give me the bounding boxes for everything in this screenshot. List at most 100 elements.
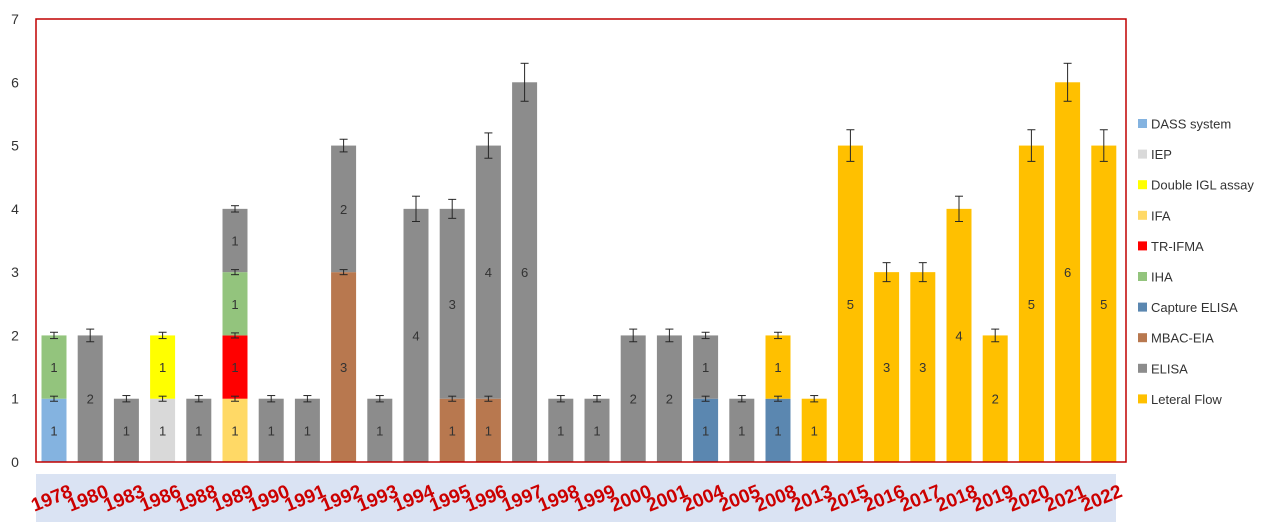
legend-label: TR-IFMA [1151, 239, 1204, 254]
bar-segment-1995-mbac-eia [439, 398, 465, 462]
error-bar-2005 [737, 395, 746, 403]
data-label-1995-mbac-eia: 1 [449, 423, 456, 438]
bar-segment-1996-elisa [475, 145, 501, 399]
bar-segment-2008-capture-elisa [765, 398, 791, 462]
bar-segment-2000-elisa [620, 335, 646, 462]
data-label-1997-elisa: 6 [521, 265, 528, 280]
data-label-1991-elisa: 1 [304, 423, 311, 438]
segment-error-bar-2008 [774, 395, 782, 402]
legend-item-tr-ifma: TR-IFMA [1138, 239, 1204, 254]
y-tick-label: 4 [11, 201, 19, 217]
segment-error-bar-1986 [158, 395, 167, 402]
bar-segment-1989-tr-ifma [222, 335, 248, 399]
error-bar-1992 [339, 138, 348, 153]
bar-segment-2019-leteral-flow [982, 335, 1008, 462]
legend-label: IFA [1151, 208, 1171, 223]
y-tick-label: 0 [11, 454, 19, 470]
segment-error-bar-1989 [231, 269, 239, 276]
error-bar-1989 [231, 205, 239, 213]
error-bar-1990 [267, 395, 276, 403]
bar-segment-2022-leteral-flow [1091, 145, 1117, 463]
error-bar-2020 [1027, 129, 1036, 162]
error-bar-1988 [194, 395, 203, 403]
legend-swatch [1138, 333, 1147, 343]
category-axis-band [36, 474, 1116, 522]
error-bar-2004 [701, 331, 710, 340]
data-label-1983-elisa: 1 [123, 423, 130, 438]
data-label-2008-capture-elisa: 1 [774, 423, 781, 438]
bar-segment-1980-elisa [77, 335, 103, 462]
legend-item-mbac-eia: MBAC-EIA [1138, 331, 1214, 346]
bar-segment-1983-elisa [113, 398, 139, 462]
data-label-1994-elisa: 4 [412, 328, 419, 343]
data-label-2013-leteral-flow: 1 [811, 423, 818, 438]
data-label-1980-elisa: 2 [87, 392, 94, 407]
legend-label: IHA [1151, 270, 1173, 285]
bar-segment-1978-dass-system [41, 398, 67, 462]
data-label-1998-elisa: 1 [557, 423, 564, 438]
legend-label: Double IGL assay [1151, 178, 1254, 193]
data-label-1999-elisa: 1 [593, 423, 600, 438]
bar-segment-1989-ifa [222, 398, 248, 462]
legend-swatch [1138, 119, 1147, 128]
data-label-2022-leteral-flow: 5 [1100, 297, 1107, 312]
error-bars [50, 62, 1108, 403]
y-tick-label: 6 [11, 74, 19, 90]
bar-segment-1994-elisa [403, 208, 429, 462]
data-label-1990-elisa: 1 [268, 423, 275, 438]
data-label-1993-elisa: 1 [376, 423, 383, 438]
error-bar-1991 [303, 395, 312, 403]
data-label-2004-capture-elisa: 1 [702, 423, 709, 438]
error-bar-1978 [50, 331, 58, 340]
error-bar-1983 [122, 395, 131, 403]
error-bar-2000 [629, 328, 638, 343]
data-label-1989-iha: 1 [231, 297, 238, 312]
legend-swatch [1138, 180, 1147, 190]
legend-label: Leteral Flow [1151, 392, 1222, 407]
segment-error-bar-2004 [701, 395, 710, 402]
bar-segment-2005-elisa [729, 398, 755, 462]
legend-item-capture-elisa: Capture ELISA [1138, 300, 1238, 315]
y-tick-label: 3 [11, 264, 19, 280]
bar-segment-2004-elisa [693, 335, 719, 399]
data-labels: 1 1 2 1 1 1 1 1 1 1 1 1 1 3 2 1 4 1 3 1 4 6 1 1 2 2 1 1 1 1 1 1 5 3 3 4 2 5 6 5 [50, 202, 1107, 439]
legend: DASS system IEP Double IGL assay IFA TR-IFMA… [1138, 117, 1254, 407]
bar-segment-2013-leteral-flow [801, 398, 827, 462]
error-bar-1996 [484, 132, 493, 159]
legend-label: MBAC-EIA [1151, 331, 1214, 346]
data-label-2008-leteral-flow: 1 [774, 360, 781, 375]
bar-segment-1999-elisa [584, 398, 610, 462]
error-bar-2022 [1099, 129, 1108, 162]
error-bar-1993 [375, 395, 384, 403]
bar-segment-2017-leteral-flow [910, 272, 936, 462]
bar-segment-2021-leteral-flow [1055, 82, 1081, 463]
legend-label: ELISA [1151, 361, 1188, 376]
data-label-2016-leteral-flow: 3 [883, 360, 890, 375]
y-tick-label: 7 [11, 11, 19, 27]
data-label-1989-ifa: 1 [231, 423, 238, 438]
data-label-1992-elisa: 2 [340, 202, 347, 217]
bar-segment-1992-elisa [331, 145, 357, 273]
legend-item-dass-system: DASS system [1138, 117, 1231, 132]
data-label-2005-elisa: 1 [738, 423, 745, 438]
legend-item-iep: IEP [1138, 147, 1172, 162]
legend-item-ifa: IFA [1138, 208, 1171, 223]
bar-segment-1989-iha [222, 272, 248, 336]
error-bar-1980 [86, 328, 95, 343]
bar-segment-2018-leteral-flow [946, 208, 972, 462]
bar-segment-1993-elisa [367, 398, 393, 462]
error-bar-2013 [810, 395, 819, 403]
segment-error-bar-1989 [231, 332, 239, 339]
error-bar-1995 [448, 198, 457, 219]
bar-segment-1986-iep [150, 398, 176, 462]
data-label-1992-mbac-eia: 3 [340, 360, 347, 375]
data-label-1989-tr-ifma: 1 [231, 360, 238, 375]
bar-segment-1990-elisa [258, 398, 284, 462]
legend-swatch [1138, 394, 1147, 404]
error-bar-1997 [520, 62, 529, 102]
data-label-2018-leteral-flow: 4 [955, 328, 962, 343]
legend-swatch [1138, 149, 1147, 159]
bar-segment-1997-elisa [512, 82, 538, 463]
error-bar-1999 [593, 395, 601, 403]
